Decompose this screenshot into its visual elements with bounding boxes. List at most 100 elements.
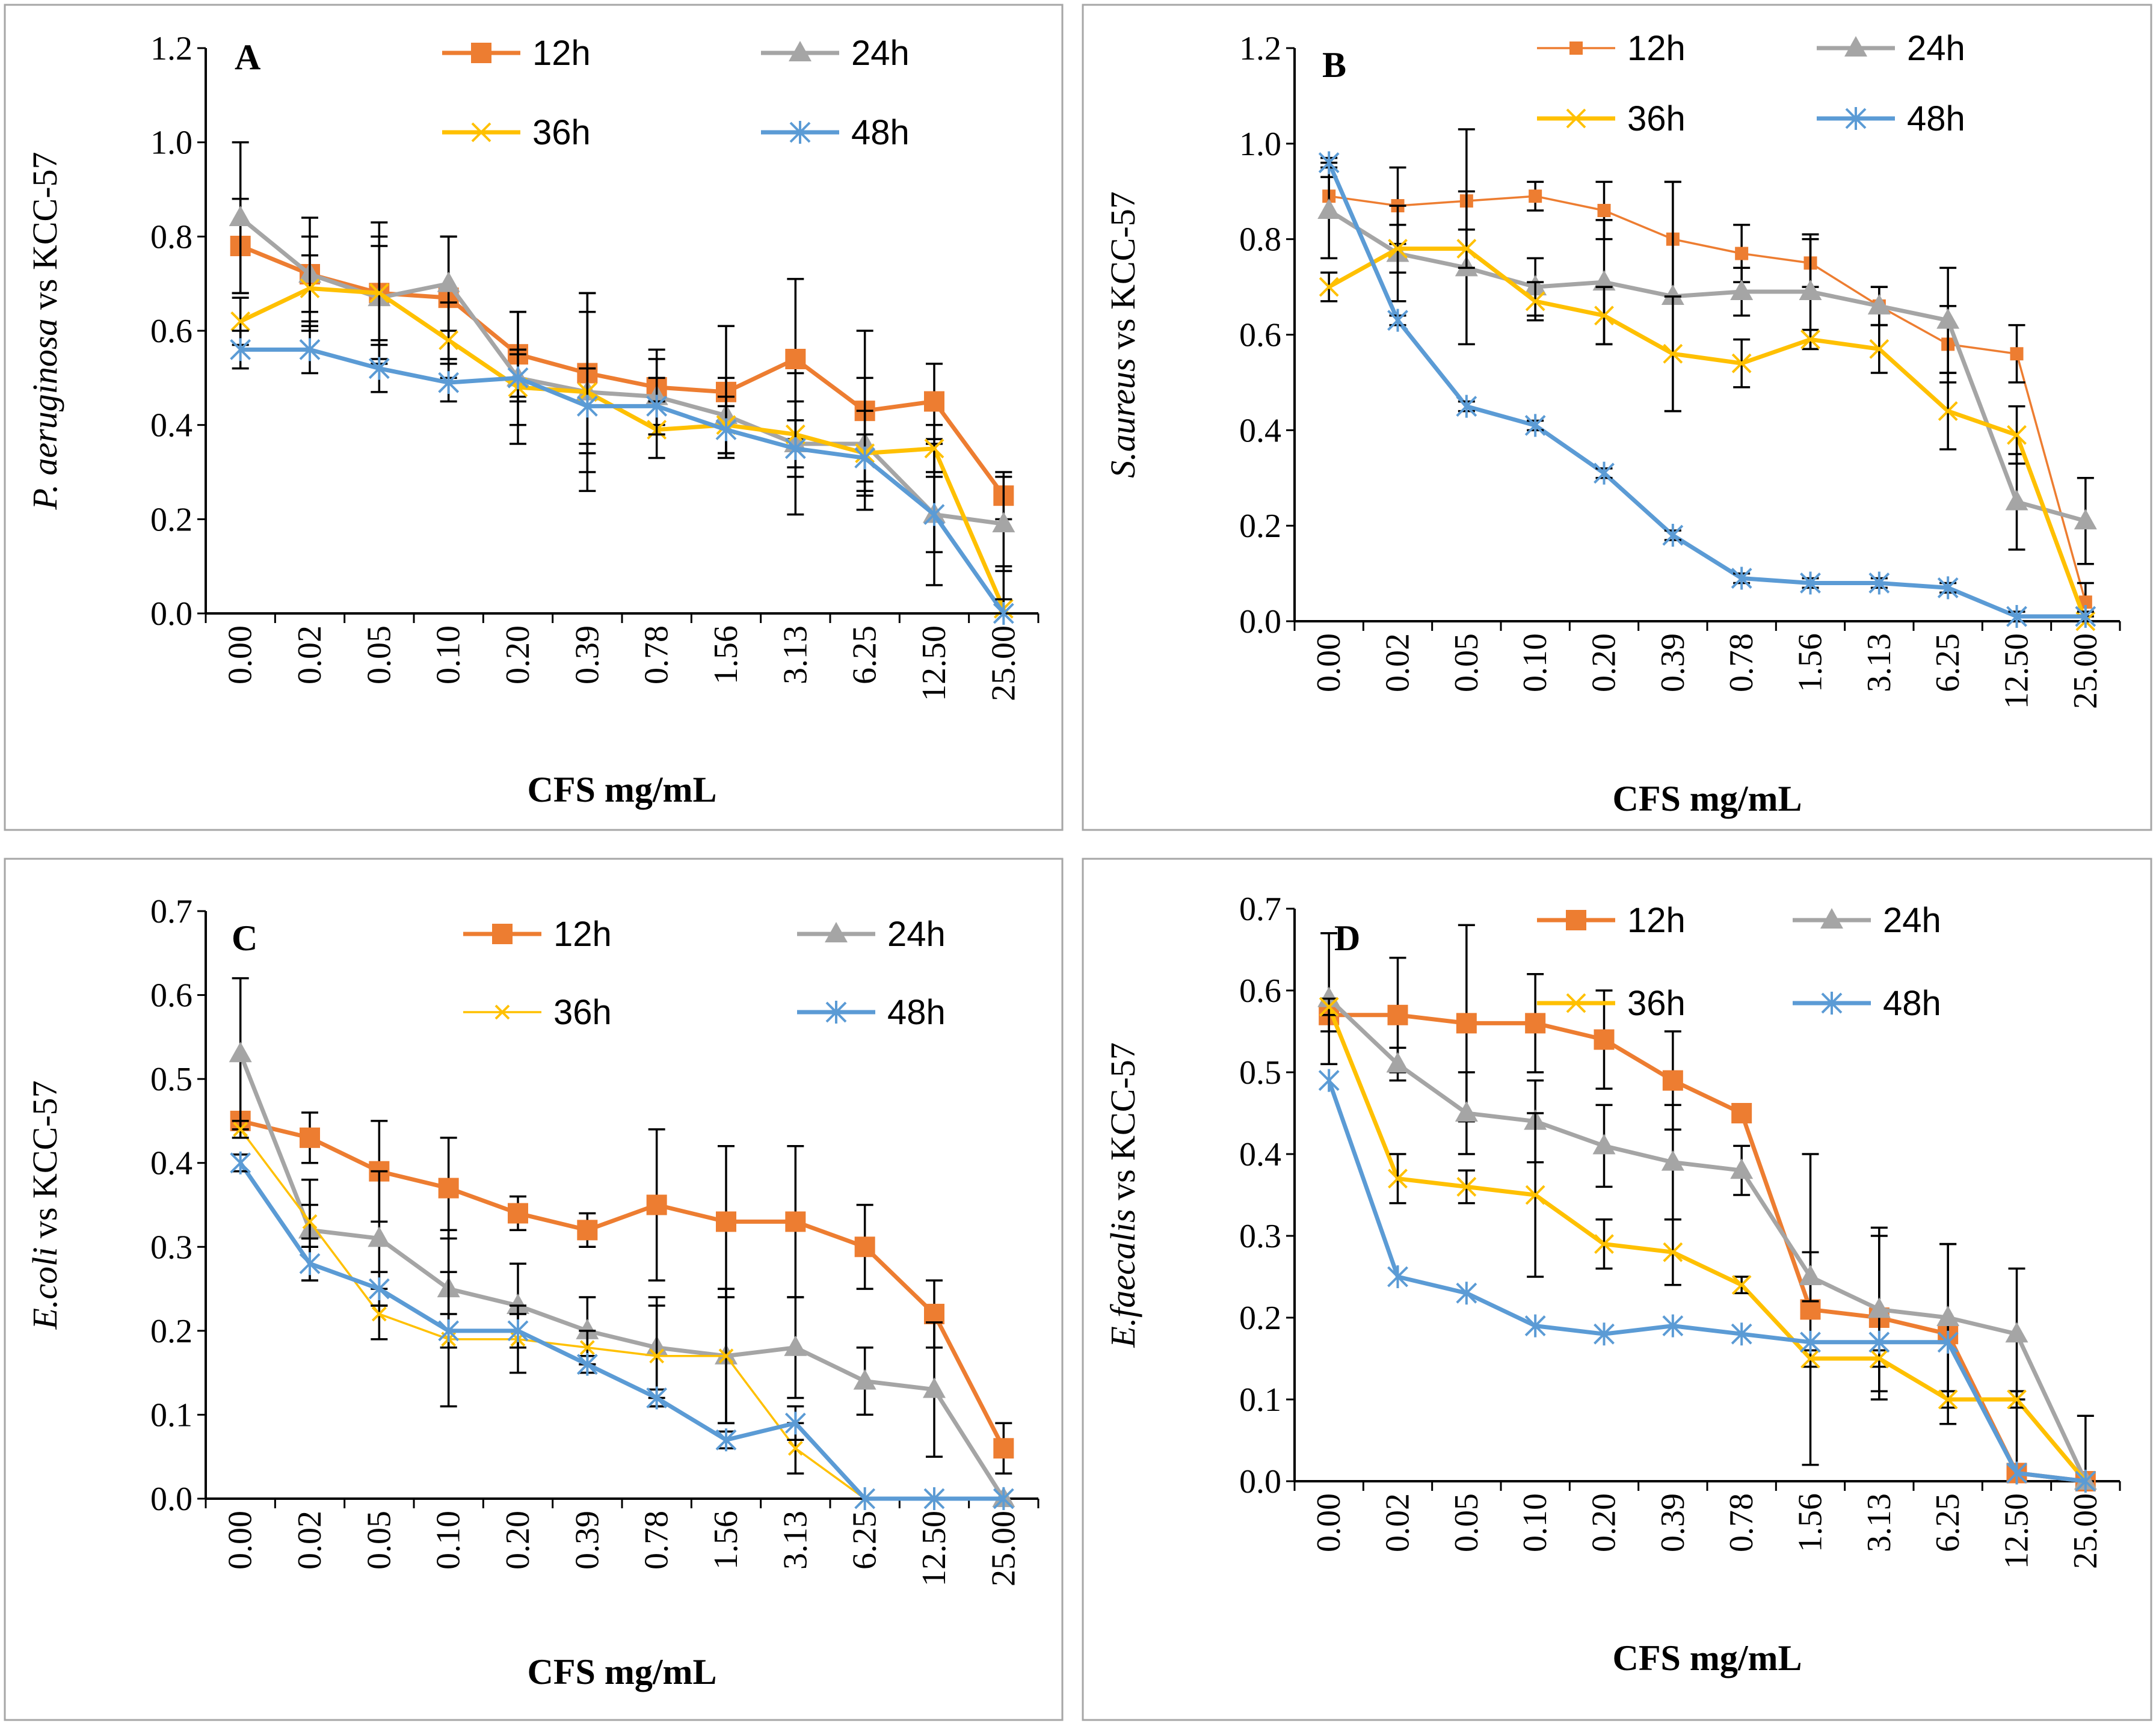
x-tick-label: 3.13 [777, 1511, 814, 1570]
legend-label-48h: 48h [851, 113, 910, 152]
marker-36h [787, 1440, 803, 1456]
legend: 12h 24h 36h 48h [1537, 29, 1965, 138]
panel-frame [4, 4, 1064, 831]
series-48h [1318, 151, 2096, 628]
y-tick-label: 0.2 [150, 501, 192, 538]
legend-item-48h: 48h [1793, 984, 1941, 1023]
marker-36h [1525, 1185, 1545, 1205]
x-tick-label: 0.78 [1723, 1493, 1760, 1552]
y-tick-label: 1.0 [150, 124, 192, 162]
series-36h [1319, 224, 2096, 631]
legend-item-36h: 36h [463, 993, 612, 1032]
x-tick-label: 1.56 [707, 625, 745, 684]
y-tick-label: 0.0 [150, 1481, 192, 1518]
y-tick-label: 0.0 [150, 595, 192, 633]
x-tick-label: 1.56 [1792, 1493, 1829, 1552]
legend-item-12h: 12h [1537, 901, 1686, 940]
legend: 12h 24h 36h 48h [463, 915, 946, 1032]
marker-48h [825, 1001, 847, 1024]
y-tick-label: 1.0 [1239, 126, 1281, 163]
marker-12h [1731, 1103, 1752, 1123]
x-tick-label: 12.50 [916, 1511, 953, 1586]
x-tick-label: 6.25 [846, 1511, 884, 1570]
marker-12h [1594, 1029, 1615, 1050]
x-tick-label: 0.10 [1517, 1493, 1554, 1552]
marker-48h [507, 1319, 529, 1342]
marker-36h [579, 1340, 595, 1356]
y-axis-title-species: S.aureus [1103, 358, 1142, 478]
legend-item-48h: 48h [761, 113, 910, 152]
panel-letter: C [232, 918, 257, 958]
marker-48h [715, 1428, 737, 1452]
marker-12h [577, 1220, 598, 1241]
x-tick-label: 0.02 [1379, 633, 1417, 692]
marker-24h [368, 1226, 391, 1247]
chart-panel-A: 0.0 0.2 0.4 0.6 0.8 1.0 1.2 0.00 0.02 0.05 0.10 0.2… [4, 4, 1064, 831]
y-axis-title-suffix: vs KCC-57 [25, 1080, 64, 1247]
marker-36h [1731, 1275, 1752, 1295]
marker-36h [1388, 1169, 1408, 1189]
marker-48h [854, 1487, 876, 1510]
marker-24h [923, 1377, 946, 1398]
x-tick-label: 0.39 [568, 625, 606, 684]
marker-48h [1456, 395, 1477, 418]
x-tick-label: 0.05 [360, 625, 398, 684]
legend-label-24h: 24h [1907, 29, 1965, 68]
y-tick-label: 0.4 [1239, 1136, 1281, 1173]
series-12h [1320, 128, 2094, 622]
y-tick-label: 1.2 [150, 30, 192, 67]
marker-48h [1662, 1314, 1684, 1337]
y-axis-title-suffix: vs KCC-57 [25, 152, 64, 318]
x-tick-label: 0.10 [430, 625, 467, 684]
marker-48h [1456, 1282, 1477, 1305]
marker-12h [854, 1236, 875, 1258]
legend-label-24h: 24h [851, 34, 910, 73]
marker-48h [784, 437, 806, 460]
series-36h [230, 245, 1014, 619]
marker-24h [507, 1293, 529, 1314]
marker-48h [1318, 151, 1340, 174]
marker-36h [1869, 339, 1890, 359]
marker-24h [1661, 1150, 1684, 1171]
marker-36h [1938, 401, 1958, 421]
series-line-12h [239, 1119, 1006, 1449]
marker-48h [2075, 605, 2096, 628]
series-line-48h [238, 1161, 1004, 1501]
x-tick-label: 6.25 [1929, 633, 1967, 692]
legend-label-24h: 24h [887, 915, 946, 954]
marker-24h [1867, 293, 1891, 315]
marker-48h [230, 338, 251, 361]
marker-12h [785, 349, 806, 369]
marker-48h [1868, 571, 1890, 595]
marker-12h [300, 1127, 320, 1148]
legend-label-36h: 36h [553, 993, 612, 1032]
marker-36h [302, 1214, 318, 1229]
legend-label-12h: 12h [1627, 29, 1686, 68]
marker-12h [924, 391, 944, 412]
y-tick-label: 1.2 [1239, 30, 1281, 67]
marker-48h [646, 1386, 668, 1410]
marker-36h [2007, 1389, 2027, 1410]
marker-24h [2074, 509, 2097, 530]
marker-24h [1867, 1297, 1891, 1318]
chart-panel-D: 0.0 0.1 0.2 0.3 0.4 0.5 0.6 0.7 0.00 0.02 0.05 0.10… [1082, 858, 2152, 1721]
legend-label-12h: 12h [532, 34, 591, 73]
marker-36h [1663, 343, 1683, 364]
marker-48h [1387, 309, 1408, 332]
chart-panel-C: 0.0 0.1 0.2 0.3 0.4 0.5 0.6 0.7 0.00 0.02 0.05 0.10… [4, 858, 1064, 1721]
marker-48h [368, 1277, 390, 1301]
x-axis-title: CFS mg/mL [1613, 1638, 1802, 1678]
marker-36h [1938, 1389, 1958, 1410]
legend-item-12h: 12h [442, 34, 591, 73]
marker-24h [1820, 908, 1843, 929]
series-36h [1319, 997, 2096, 1491]
y-tick-label: 0.0 [1239, 603, 1281, 640]
marker-12h [1662, 1070, 1683, 1091]
marker-48h [1318, 1069, 1340, 1092]
marker-48h [1594, 1322, 1615, 1346]
chart-panel-B: 0.0 0.2 0.4 0.6 0.8 1.0 1.2 0.00 0.02 0.05 0.10 0.2… [1082, 4, 2152, 831]
marker-24h [1661, 284, 1684, 305]
marker-24h [2005, 1322, 2028, 1343]
legend-item-12h: 12h [463, 915, 612, 954]
y-tick-label: 0.2 [150, 1313, 192, 1350]
